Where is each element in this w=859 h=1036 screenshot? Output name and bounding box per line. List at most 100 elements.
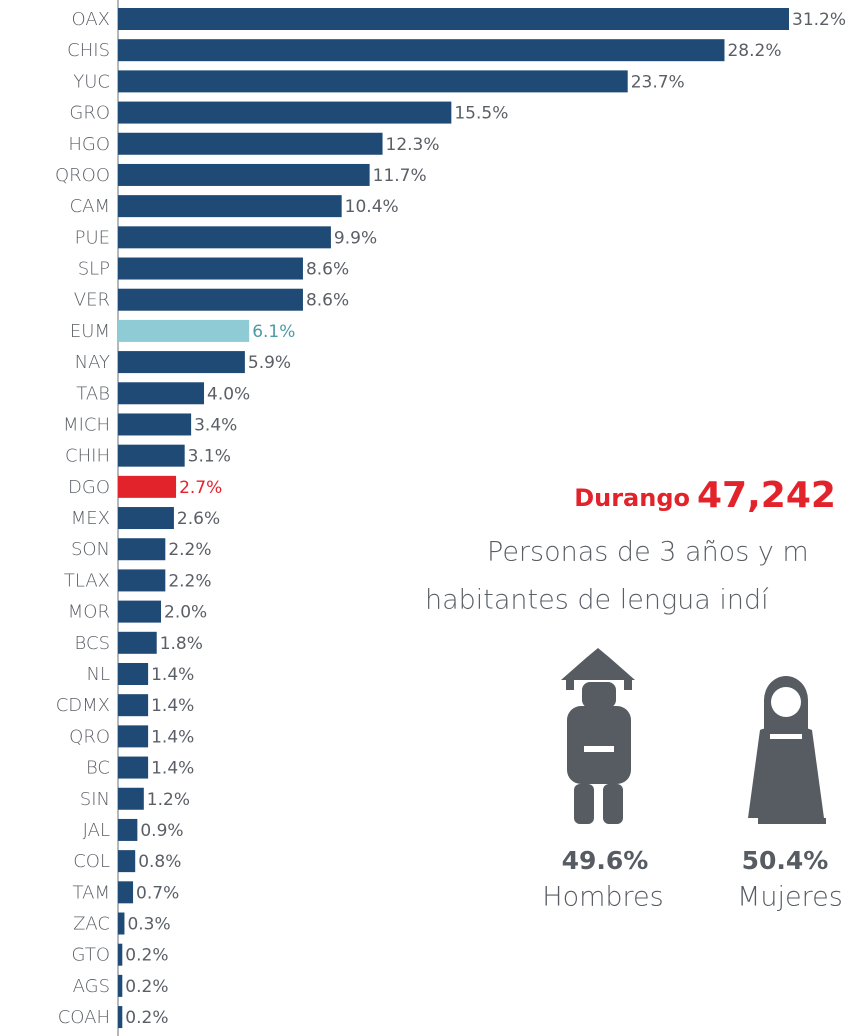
category-label: TAB (76, 383, 110, 404)
bar (118, 912, 125, 935)
category-label: CHIH (65, 446, 110, 467)
category-label: TAM (73, 882, 110, 903)
category-label: COAH (58, 1007, 110, 1028)
category-label: MOR (68, 602, 110, 623)
bar (118, 288, 303, 311)
bar (118, 39, 725, 62)
bar (118, 8, 789, 30)
category-label: AGS (73, 976, 110, 997)
category-label: TLAX (64, 570, 110, 591)
value-label: 0.2% (125, 977, 168, 997)
bar (118, 756, 149, 779)
bar (118, 319, 250, 342)
value-label: 10.4% (345, 197, 399, 217)
value-label: 3.4% (194, 415, 237, 435)
value-label: 1.4% (151, 696, 194, 716)
bar (118, 1006, 123, 1029)
category-label: CHIS (67, 40, 110, 61)
category-label: BCS (75, 633, 110, 654)
category-label: BC (86, 758, 110, 779)
bar (118, 631, 157, 654)
category-label: GRO (69, 103, 110, 124)
bar (118, 257, 303, 280)
women-percent: 50.4% (742, 846, 829, 875)
bar (118, 725, 149, 748)
bar (118, 507, 174, 530)
category-label: COL (73, 851, 110, 872)
value-label: 6.1% (252, 322, 295, 342)
women-label: Mujeres (737, 882, 843, 913)
bar (118, 538, 166, 561)
value-label: 1.2% (147, 790, 190, 810)
men-percent: 49.6% (562, 846, 649, 875)
category-label: GTO (72, 945, 110, 966)
value-label: 2.0% (164, 603, 207, 623)
category-label: OAX (72, 9, 111, 30)
bar (118, 475, 177, 498)
value-label: 8.6% (306, 260, 349, 280)
value-label: 0.2% (125, 1008, 168, 1028)
value-label: 12.3% (386, 135, 440, 155)
value-label: 28.2% (727, 41, 781, 61)
category-label: QROO (55, 165, 110, 186)
bar (118, 101, 452, 124)
value-label: 3.1% (188, 447, 231, 467)
category-label: NL (87, 664, 111, 685)
category-label: ZAC (73, 914, 110, 935)
bar (118, 351, 245, 374)
value-label: 0.9% (140, 821, 183, 841)
value-label: 4.0% (207, 384, 250, 404)
category-label: SON (71, 539, 110, 560)
value-label: 31.2% (792, 10, 846, 30)
category-label: DGO (68, 477, 110, 498)
category-label: YUC (73, 71, 110, 92)
value-label: 0.7% (136, 883, 179, 903)
category-label: HGO (68, 134, 110, 155)
category-label: SIN (80, 789, 110, 810)
bar (118, 195, 342, 218)
category-label: JAL (83, 820, 110, 841)
category-label: EUM (70, 321, 110, 342)
bar (118, 881, 134, 904)
bar (118, 943, 123, 966)
value-label: 5.9% (248, 353, 291, 373)
value-label: 23.7% (631, 72, 685, 92)
value-label: 1.8% (160, 634, 203, 654)
category-label: MEX (71, 508, 110, 529)
men-label: Hombres (542, 882, 663, 913)
description: Personas de 3 años y m (487, 537, 809, 568)
category-label: SLP (78, 259, 110, 280)
category-label: CDMX (56, 695, 110, 716)
bar (118, 382, 205, 405)
category-label: QRO (69, 726, 110, 747)
total: 47,242 (697, 475, 836, 516)
category-label: VER (74, 290, 110, 311)
bar (118, 444, 185, 467)
category-label: MICH (63, 414, 110, 435)
bar (118, 226, 331, 249)
value-label: 0.2% (125, 946, 168, 966)
bar (118, 600, 162, 623)
bar (118, 132, 383, 155)
value-label: 9.9% (334, 228, 377, 248)
bar (118, 787, 144, 810)
bar (118, 850, 136, 873)
value-label: 1.4% (151, 759, 194, 779)
value-label: 2.2% (168, 571, 211, 591)
state-name: Durango (574, 484, 690, 512)
bar (118, 694, 149, 717)
value-label: 1.4% (151, 665, 194, 685)
bar (118, 818, 138, 841)
value-label: 0.8% (138, 852, 181, 872)
value-label: 2.6% (177, 509, 220, 529)
category-label: PUE (75, 227, 110, 248)
value-label: 2.7% (179, 478, 222, 498)
bar (118, 163, 370, 186)
bar (118, 662, 149, 685)
woman-icon (748, 676, 826, 824)
man-icon (561, 648, 635, 824)
bar (118, 70, 628, 93)
category-label: CAM (70, 196, 110, 217)
